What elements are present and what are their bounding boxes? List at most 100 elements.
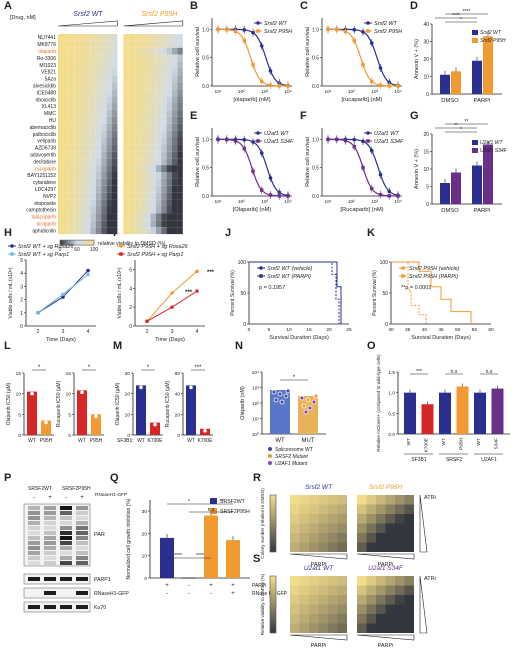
heat-cell-wt	[106, 137, 112, 145]
heat-cell-mut	[150, 103, 156, 110]
sig-label: **	[220, 499, 224, 505]
condition-sign: +	[165, 583, 169, 589]
data-point	[80, 390, 84, 395]
combo-cell	[318, 595, 328, 605]
heat-cell-wt	[68, 40, 75, 48]
x-tick-label: 10³	[371, 199, 378, 205]
heat-cell-mut	[177, 54, 183, 62]
heat-cell-mut	[123, 75, 129, 83]
combo-cell	[309, 514, 319, 524]
heat-cell-wt	[58, 75, 64, 83]
heat-cell-mut	[177, 47, 183, 55]
heat-cell-mut	[128, 116, 135, 124]
legend-label: U2af1 WT	[480, 140, 503, 146]
legend-item-2-marker	[256, 29, 260, 33]
combo-cell	[395, 576, 405, 586]
heat-cell-wt	[106, 185, 112, 193]
x-axis-label: Time (Days)	[155, 337, 185, 343]
y-tick-label: 2	[20, 298, 23, 304]
heat-cell-mut	[177, 40, 183, 48]
heat-cell-wt	[90, 151, 96, 159]
heat-cell-mut	[128, 227, 135, 235]
data-point	[242, 38, 246, 43]
heat-cell-wt	[95, 47, 102, 55]
heat-cell-wt	[90, 82, 96, 90]
heat-cell-wt	[106, 178, 112, 186]
combo-cell	[376, 623, 386, 633]
heat-cell-wt	[74, 89, 80, 97]
y-tick-label: 0.5	[202, 56, 209, 62]
heat-cell-mut	[139, 68, 145, 76]
x-axis-label: Time (Days)	[46, 337, 76, 343]
y-tick-label: 6	[129, 267, 132, 273]
data-point	[242, 146, 246, 151]
x-tick-label: 10²	[348, 89, 355, 95]
data-point	[369, 41, 374, 45]
heat-cell-wt	[95, 158, 102, 166]
heat-cell-mut	[161, 75, 167, 83]
combo-cell	[290, 495, 300, 505]
heat-cell-wt	[90, 40, 96, 48]
heat-cell-mut	[166, 158, 172, 166]
heat-cell-mut	[145, 227, 151, 235]
x-tick-label: S34F	[494, 438, 500, 450]
combo-cell	[357, 495, 367, 505]
blot-bg	[23, 573, 91, 585]
heat-cell-wt	[79, 40, 85, 48]
data-point	[268, 83, 273, 87]
x-tick-label: 50	[455, 327, 461, 333]
heat-cell-wt	[63, 89, 69, 97]
heat-cell-wt	[79, 199, 85, 207]
heat-cell-mut	[128, 199, 135, 207]
x-tick-label: MUT	[302, 438, 315, 444]
x-tick-label: WT	[275, 438, 285, 444]
heat-cell-wt	[63, 54, 69, 62]
data-point	[299, 395, 305, 401]
heat-cell-mut	[139, 137, 145, 145]
data-point	[277, 194, 281, 198]
heat-cell-mut	[177, 213, 183, 221]
y-axis-label: Normalized cell growth inhibition (%)	[126, 498, 132, 579]
condition-sign: -	[188, 591, 190, 597]
bar	[483, 36, 493, 94]
combo-xlabel: PARPi	[311, 643, 327, 649]
heat-cell-mut	[161, 199, 167, 207]
x-tick-label: 10¹	[325, 199, 332, 205]
heat-cell-wt	[79, 109, 85, 117]
y-tick-label: 5	[18, 412, 21, 418]
heat-cell-wt	[101, 185, 107, 193]
blot-band	[28, 551, 40, 555]
combo-cell	[385, 533, 395, 543]
heat-cell-mut	[177, 34, 183, 41]
heat-cell-mut	[128, 178, 135, 186]
y-tick-label: 5	[426, 185, 429, 191]
data-point	[396, 194, 400, 198]
heat-cell-mut	[150, 165, 156, 172]
heat-cell-wt	[106, 144, 112, 152]
heat-cell-wt	[74, 47, 80, 55]
heat-cell-wt	[85, 82, 91, 90]
combo-cell	[328, 604, 338, 614]
heat-cell-wt	[85, 34, 91, 41]
heat-cell-mut	[166, 151, 172, 159]
combo-title-right: U2af1 S34F	[368, 565, 404, 572]
heat-cell-wt	[58, 158, 64, 166]
heat-cell-mut	[177, 185, 183, 193]
heat-cell-mut	[177, 123, 183, 131]
heat-cell-wt	[68, 54, 75, 62]
heat-cell-mut	[177, 199, 183, 207]
heat-cell-wt	[112, 47, 118, 55]
combo-cell	[328, 504, 338, 514]
heat-cell-wt	[58, 151, 64, 159]
drug-name: XL413	[42, 104, 57, 110]
combo-cell	[385, 623, 395, 633]
heat-cell-mut	[172, 178, 178, 186]
heat-cell-mut	[150, 34, 156, 41]
heat-cell-wt	[95, 192, 102, 200]
heat-cell-mut	[155, 47, 162, 55]
legend-item-2-label: Srsf2 P95H	[374, 29, 402, 35]
y-tick-label: 4	[129, 286, 132, 292]
heat-cell-wt	[79, 47, 85, 55]
heat-cell-wt	[79, 172, 85, 179]
panel-letter-q: Q	[110, 472, 119, 484]
